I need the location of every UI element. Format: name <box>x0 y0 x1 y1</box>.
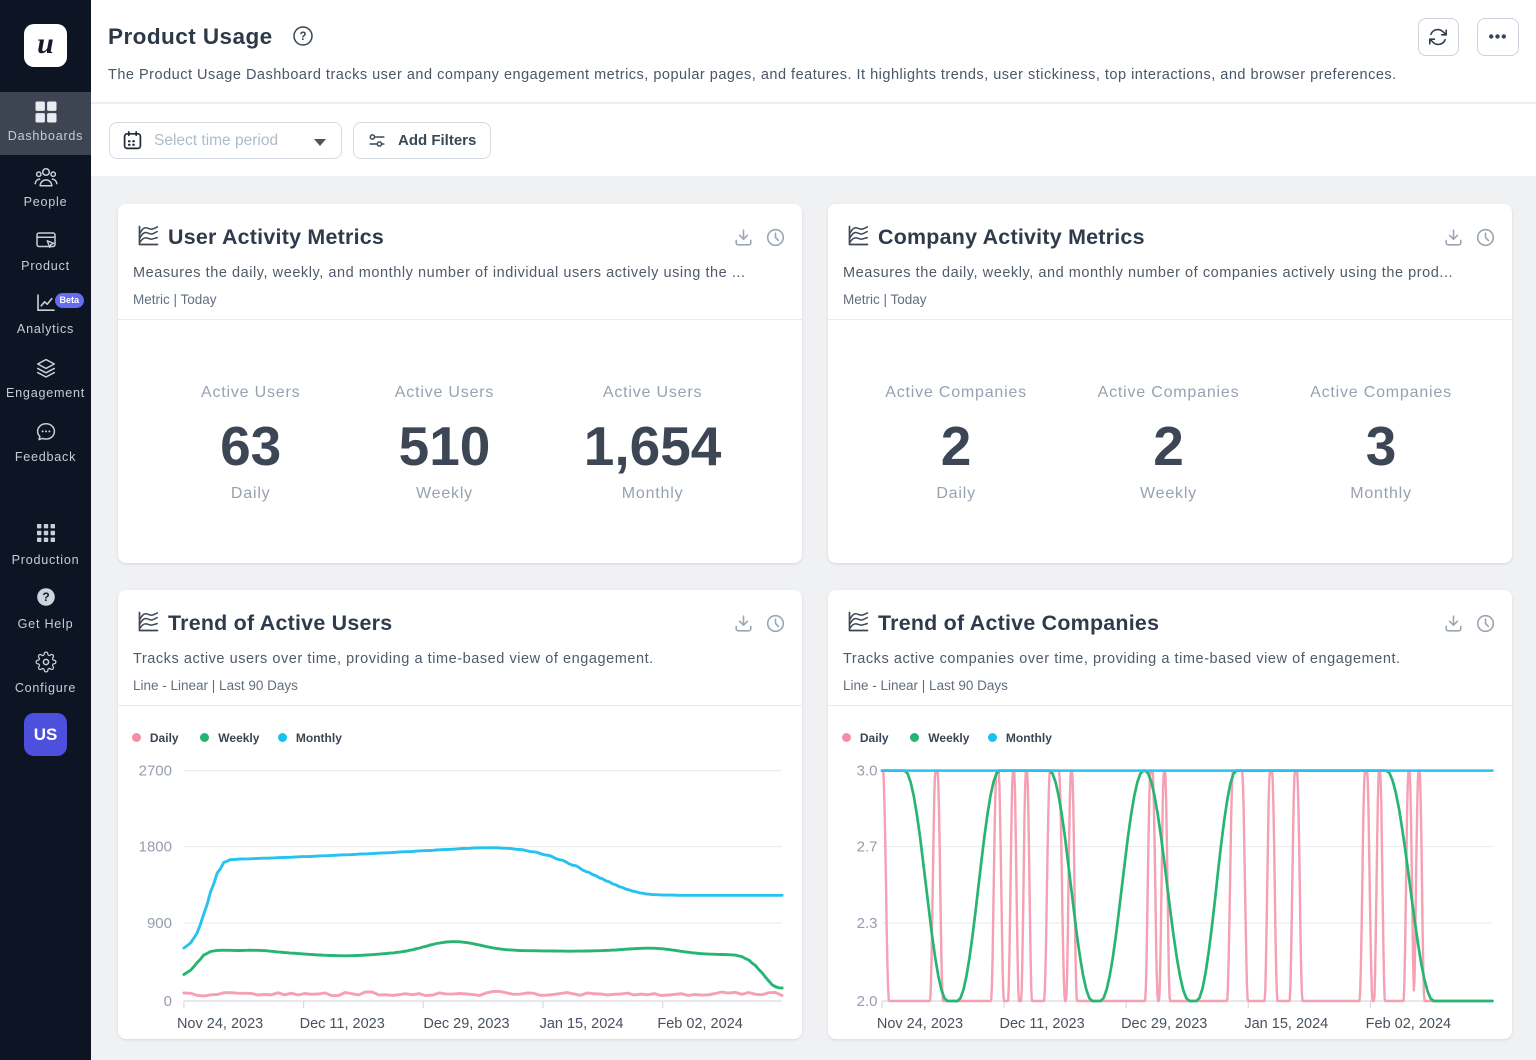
svg-text:Dec 11, 2023: Dec 11, 2023 <box>299 1016 384 1032</box>
svg-text:2700: 2700 <box>138 763 171 780</box>
svg-text:Jan 15, 2024: Jan 15, 2024 <box>1244 1016 1328 1032</box>
svg-text:1800: 1800 <box>138 839 171 856</box>
svg-text:Nov 24, 2023: Nov 24, 2023 <box>176 1016 262 1032</box>
svg-text:Feb 02, 2024: Feb 02, 2024 <box>1365 1016 1450 1032</box>
svg-text:Dec 11, 2023: Dec 11, 2023 <box>999 1016 1084 1032</box>
svg-text:2.0: 2.0 <box>856 993 877 1010</box>
svg-text:Dec 29, 2023: Dec 29, 2023 <box>1121 1016 1207 1032</box>
svg-text:900: 900 <box>146 915 171 932</box>
svg-text:?: ? <box>42 590 49 604</box>
svg-text:2.3: 2.3 <box>856 915 877 932</box>
svg-text:Jan 15, 2024: Jan 15, 2024 <box>539 1016 623 1032</box>
svg-text:Dec 29, 2023: Dec 29, 2023 <box>423 1016 509 1032</box>
svg-text:?: ? <box>299 31 306 43</box>
svg-text:2.7: 2.7 <box>856 839 877 856</box>
svg-text:0: 0 <box>163 993 171 1010</box>
svg-text:Feb 02, 2024: Feb 02, 2024 <box>657 1016 742 1032</box>
svg-text:3.0: 3.0 <box>856 763 877 780</box>
svg-text:Nov 24, 2023: Nov 24, 2023 <box>876 1016 962 1032</box>
